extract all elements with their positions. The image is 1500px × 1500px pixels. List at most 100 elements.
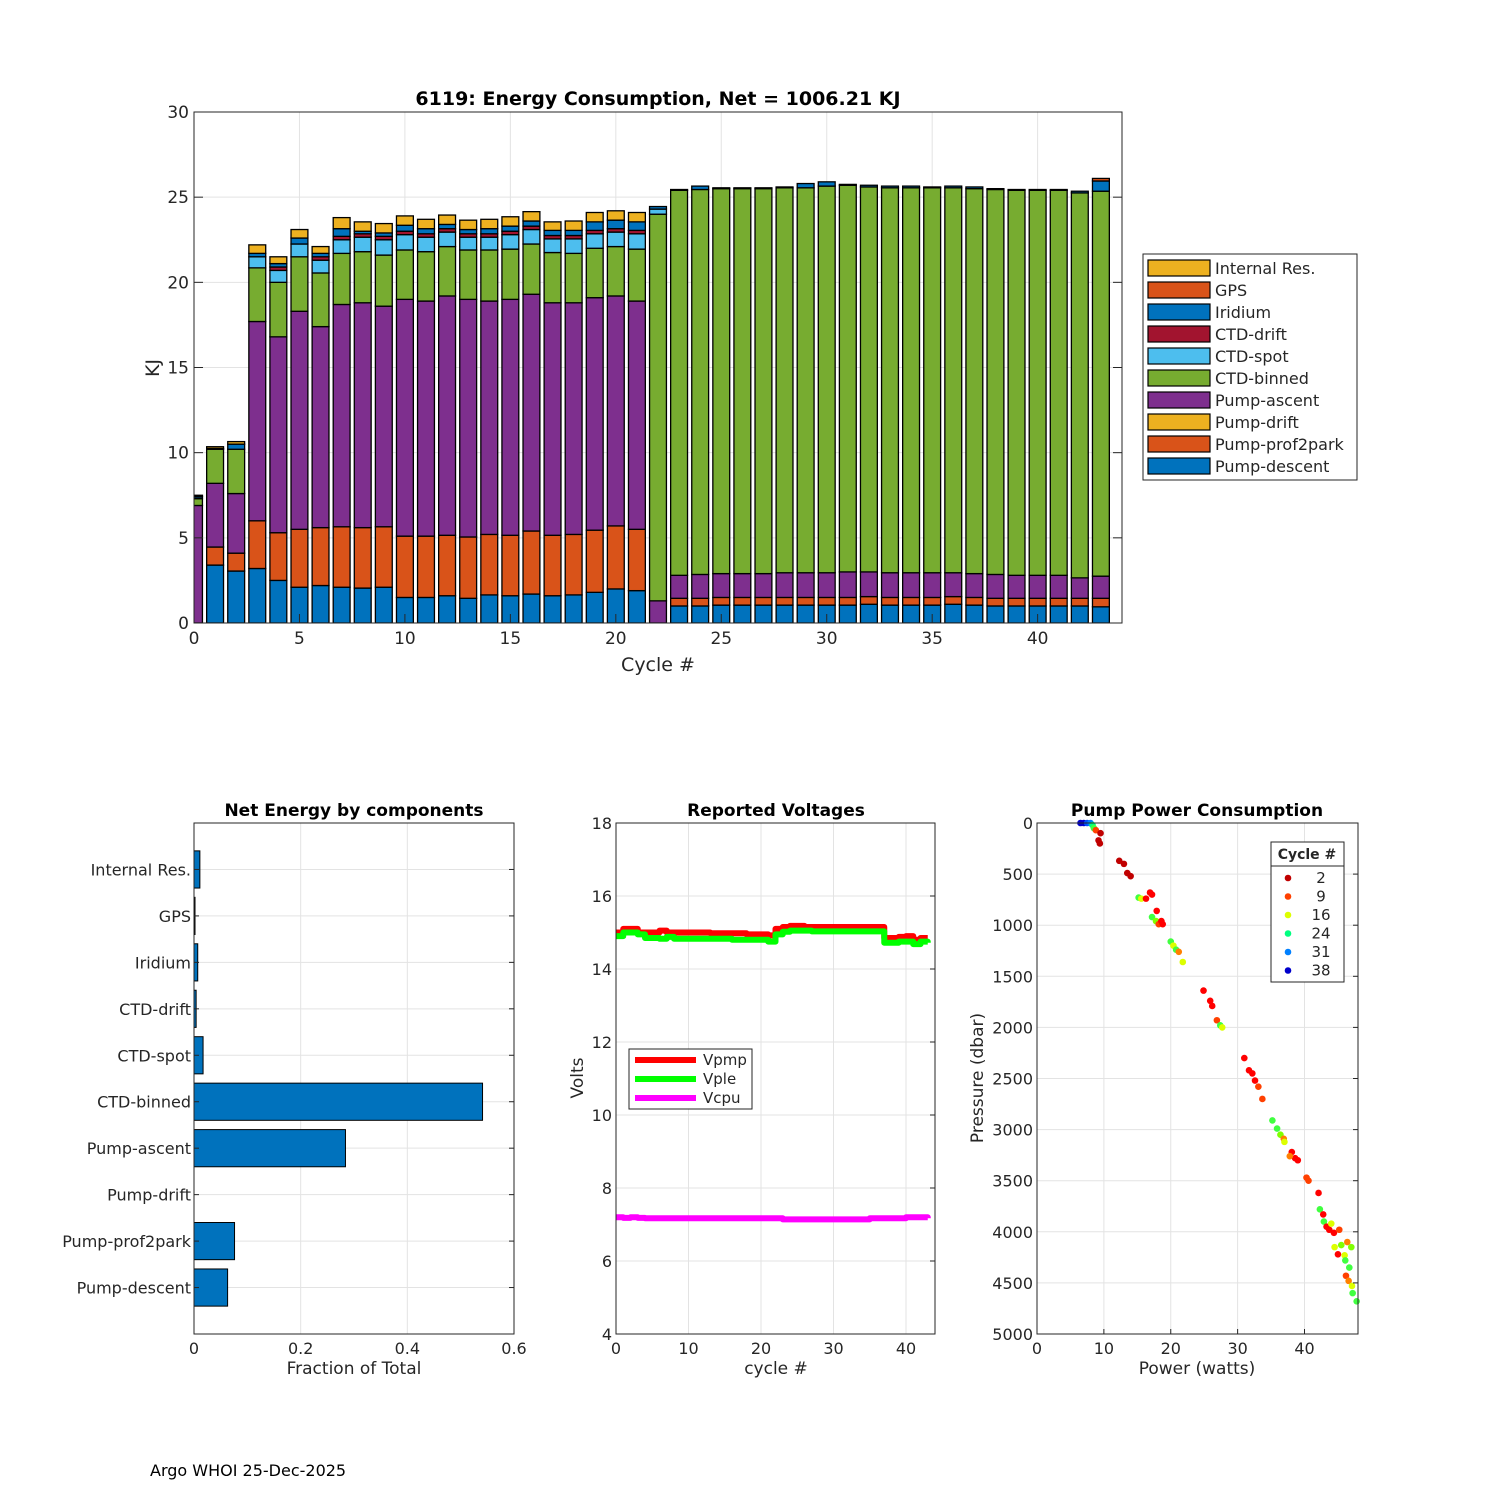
pump-data-point <box>1335 1226 1343 1234</box>
bar-segment-pump-prof2park-cycle-5 <box>290 528 309 588</box>
components-x-tick-label: 0.6 <box>501 1339 526 1358</box>
bar-segment-iridium-cycle-27 <box>754 187 773 190</box>
bar-segment-pump-ascent-cycle-32 <box>859 571 878 598</box>
bar-segment-iridium-cycle-36 <box>944 185 963 189</box>
bar-segment-pump-prof2park-cycle-10 <box>395 535 414 599</box>
pump-power-chart: 0 10 20 30 40 0 500 1000 1500 2000 2500 3000 3500 400… <box>968 801 1360 1379</box>
pump-data-point <box>1096 840 1104 847</box>
voltages-x-axis-label: cycle # <box>744 1359 808 1379</box>
bar-segment-iridium-cycle-38 <box>986 187 1005 191</box>
bar-segment-pump-prof2park-cycle-40 <box>1028 597 1047 607</box>
bar-segment-ctd-binned-cycle-37 <box>965 187 984 575</box>
bar-segment-pump-descent-cycle-37 <box>965 604 984 623</box>
bar-segment-iridium-cycle-33 <box>880 185 900 189</box>
components-x-axis-label: Fraction of Total <box>287 1359 422 1379</box>
bar-segment-pump-prof2park-cycle-15 <box>501 534 520 597</box>
bar-segment-pump-prof2park-cycle-2 <box>227 552 246 572</box>
components-y-tick-label: Internal Res. <box>91 860 191 879</box>
energy-legend-swatch <box>1147 281 1211 299</box>
bar-segment-pump-ascent-cycle-30 <box>817 572 836 599</box>
pump-data-point <box>1341 1252 1348 1259</box>
pump-x-tick-label: 10 <box>1094 1339 1114 1358</box>
voltages-legend-label: Vple <box>703 1070 736 1088</box>
bar-segment-pump-ascent-cycle-20 <box>606 295 625 527</box>
bar-segment-ctd-binned-cycle-14 <box>480 249 499 302</box>
pump-data-point <box>1353 1297 1360 1305</box>
bar-segment-pump-prof2park-cycle-20 <box>606 525 625 590</box>
components-x-tick-label: 0 <box>189 1339 199 1358</box>
bar-segment-pump-descent-cycle-7 <box>332 586 351 623</box>
bar-segment-iridium-cycle-16 <box>522 220 541 227</box>
bar-segment-pump-ascent-cycle-10 <box>395 298 414 537</box>
pump-data-point <box>1269 1117 1276 1124</box>
bar-segment-internal-res--cycle-4 <box>269 256 288 265</box>
pump-legend-marker <box>1284 911 1292 919</box>
components-y-tick-label: CTD-drift <box>119 1000 191 1019</box>
bar-segment-ctd-binned-cycle-7 <box>332 252 351 306</box>
pump-data-point <box>1115 857 1123 865</box>
bar-segment-pump-prof2park-cycle-13 <box>459 536 478 599</box>
bar-segment-pump-descent-cycle-42 <box>1070 605 1089 623</box>
bar-segment-pump-prof2park-cycle-18 <box>564 533 583 596</box>
bar-segment-pump-prof2park-cycle-41 <box>1049 597 1068 607</box>
bar-segment-internal-res--cycle-8 <box>353 221 372 232</box>
bar-segment-pump-descent-cycle-19 <box>585 591 604 623</box>
component-bar-pump-ascent <box>193 1129 346 1168</box>
pump-data-point <box>1319 1211 1327 1218</box>
bar-segment-iridium-cycle-41 <box>1049 188 1068 192</box>
pump-legend-label: 9 <box>1316 888 1326 906</box>
pump-data-point <box>1213 1016 1221 1024</box>
bar-segment-iridium-cycle-19 <box>585 221 604 232</box>
bar-segment-ctd-binned-cycle-8 <box>353 251 372 304</box>
bar-segment-pump-descent-cycle-28 <box>775 604 794 623</box>
bar-segment-pump-ascent-cycle-9 <box>374 305 393 528</box>
energy-legend-label: CTD-binned <box>1215 369 1309 388</box>
bar-segment-pump-ascent-cycle-16 <box>522 293 541 532</box>
bar-segment-pump-prof2park-cycle-12 <box>438 534 457 597</box>
pump-y-axis-label: Pressure (dbar) <box>968 1013 988 1143</box>
bar-segment-internal-res--cycle-14 <box>480 218 499 230</box>
pump-data-point <box>1348 1243 1355 1251</box>
pump-data-point <box>1179 958 1187 966</box>
pump-legend-label: 24 <box>1311 925 1330 943</box>
pump-data-point <box>1348 1282 1356 1290</box>
pump-x-axis-label: Power (watts) <box>1139 1359 1256 1379</box>
pump-ticks: 0 10 20 30 40 0 500 1000 1500 2000 2500 3000 3500 400… <box>992 814 1358 1358</box>
pump-y-tick-label: 0 <box>1023 814 1033 833</box>
bar-segment-pump-ascent-cycle-34 <box>902 572 921 599</box>
bar-segment-ctd-binned-cycle-31 <box>838 184 857 573</box>
bar-segment-ctd-binned-cycle-15 <box>501 248 520 301</box>
bar-segment-pump-descent-cycle-13 <box>459 597 478 623</box>
bar-segment-iridium-cycle-18 <box>564 229 583 237</box>
bar-segment-pump-prof2park-cycle-8 <box>353 526 372 589</box>
energy-y-tick-label: 5 <box>178 529 189 549</box>
bar-segment-internal-res--cycle-12 <box>438 214 457 226</box>
bar-segment-pump-descent-cycle-31 <box>838 604 857 623</box>
pump-y-tick-label: 3500 <box>992 1172 1033 1191</box>
bar-segment-ctd-binned-cycle-9 <box>374 254 393 307</box>
bar-segment-pump-ascent-cycle-7 <box>332 303 351 528</box>
bar-segment-ctd-binned-cycle-1 <box>206 448 225 484</box>
energy-legend-swatch <box>1147 347 1211 365</box>
bar-segment-internal-res--cycle-16 <box>522 210 541 222</box>
voltages-y-tick-label: 10 <box>592 1106 612 1125</box>
bar-segment-iridium-cycle-35 <box>923 186 942 189</box>
bar-segment-ctd-spot-cycle-20 <box>606 231 625 248</box>
voltages-y-tick-label: 6 <box>602 1252 612 1271</box>
pump-data-point <box>1281 1138 1288 1146</box>
bar-segment-pump-ascent-cycle-23 <box>670 574 689 599</box>
pump-legend-box <box>1270 841 1345 983</box>
pump-data-point <box>1334 1250 1342 1258</box>
bar-segment-ctd-spot-cycle-4 <box>269 269 288 283</box>
energy-legend-swatch <box>1147 457 1211 475</box>
bar-segment-pump-ascent-cycle-38 <box>986 573 1005 599</box>
pump-data-point <box>1327 1220 1335 1227</box>
bar-segment-ctd-spot-cycle-9 <box>374 239 393 256</box>
energy-y-tick-label: 0 <box>178 614 189 634</box>
bar-segment-pump-ascent-cycle-1 <box>206 482 225 548</box>
bar-segment-internal-res--cycle-13 <box>459 219 478 231</box>
bar-segment-pump-descent-cycle-18 <box>564 594 583 623</box>
bar-segment-ctd-binned-cycle-27 <box>754 187 773 575</box>
bar-segment-iridium-cycle-42 <box>1070 190 1089 194</box>
